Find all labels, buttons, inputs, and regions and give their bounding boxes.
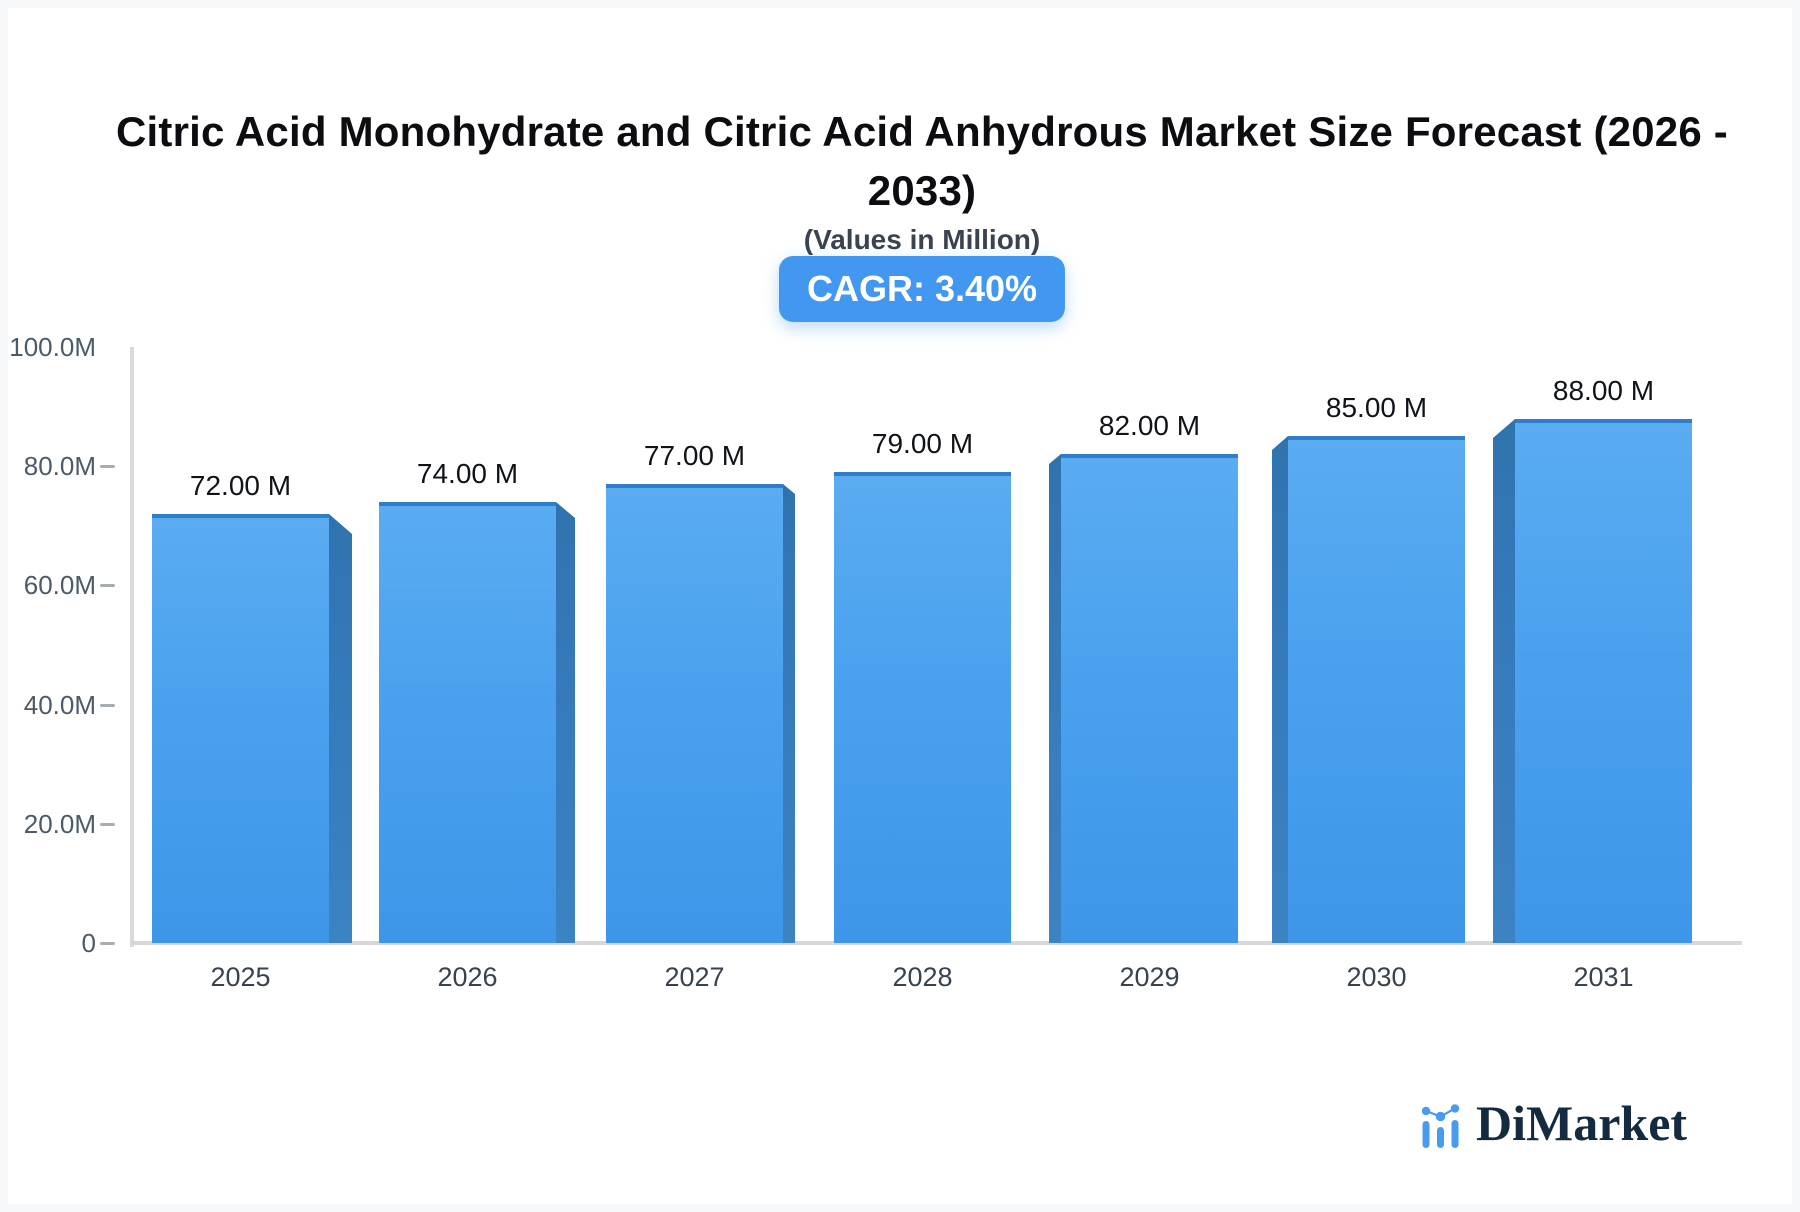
bar-value-label: 72.00 M [189,470,292,501]
y-axis-tick-label: 60.0M [23,570,96,601]
bar-side-face [783,484,795,943]
bar[interactable] [834,472,1011,943]
bar-value-label: 88.00 M [1552,375,1655,406]
bar[interactable] [379,502,556,943]
x-axis-category-label: 2026 [437,962,498,992]
y-axis-tick-dash [100,584,115,588]
y-axis-tick-dash [100,942,115,945]
bar-side-face [1049,454,1061,943]
bar[interactable] [152,514,329,943]
x-axis-category-label: 2029 [1119,962,1180,992]
bar-value-label: 74.00 M [416,458,519,489]
bar-side-face [1272,436,1288,943]
x-axis-category-label: 2025 [210,962,271,992]
bar-value-label: 77.00 M [643,440,746,471]
y-axis-tick-label: 20.0M [23,808,96,839]
bar[interactable] [1061,454,1238,943]
x-axis-category-label: 2027 [664,962,725,992]
bar[interactable] [1515,419,1692,943]
bar-side-face [556,502,575,943]
plot-area: 100.0M 80.0M 60.0M 40.0M 20.0M 0 72.00 M 2025 74… [8,8,1792,1204]
y-axis-tick-dash [100,465,115,469]
y-axis-tick-dash [100,703,115,707]
bar-value-label: 85.00 M [1325,392,1428,423]
cagr-badge: CAGR: 3.40% [778,256,1066,322]
brand-name: DiMarket [1476,1095,1688,1151]
y-axis-tick-label: 0 [81,928,96,958]
y-axis-tick-dash [100,822,115,826]
x-axis-category-label: 2031 [1573,962,1634,992]
y-axis-line [130,347,134,947]
chart-card: Citric Acid Monohydrate and Citric Acid … [8,8,1792,1204]
page-subtitle: (Values in Million) [803,224,1041,255]
x-axis-line [130,941,1742,945]
bar-value-label: 82.00 M [1098,410,1201,441]
x-axis-category-label: 2028 [892,962,953,992]
page-title: Citric Acid Monohydrate and Citric Acid … [116,108,1728,214]
bar-value-label: 79.00 M [871,428,974,459]
bar[interactable] [1288,436,1465,943]
brand-logo: DiMarket [1422,1098,1687,1148]
bar-line-chart-icon [1422,1104,1460,1148]
y-axis-tick-label: 80.0M [23,451,96,482]
bar-side-face [329,514,352,943]
y-axis-tick-label: 100.0M [9,332,96,362]
x-axis-category-label: 2030 [1346,962,1407,992]
y-axis-tick-label: 40.0M [23,689,96,720]
bar[interactable] [606,484,783,943]
bar-side-face [1493,419,1515,943]
